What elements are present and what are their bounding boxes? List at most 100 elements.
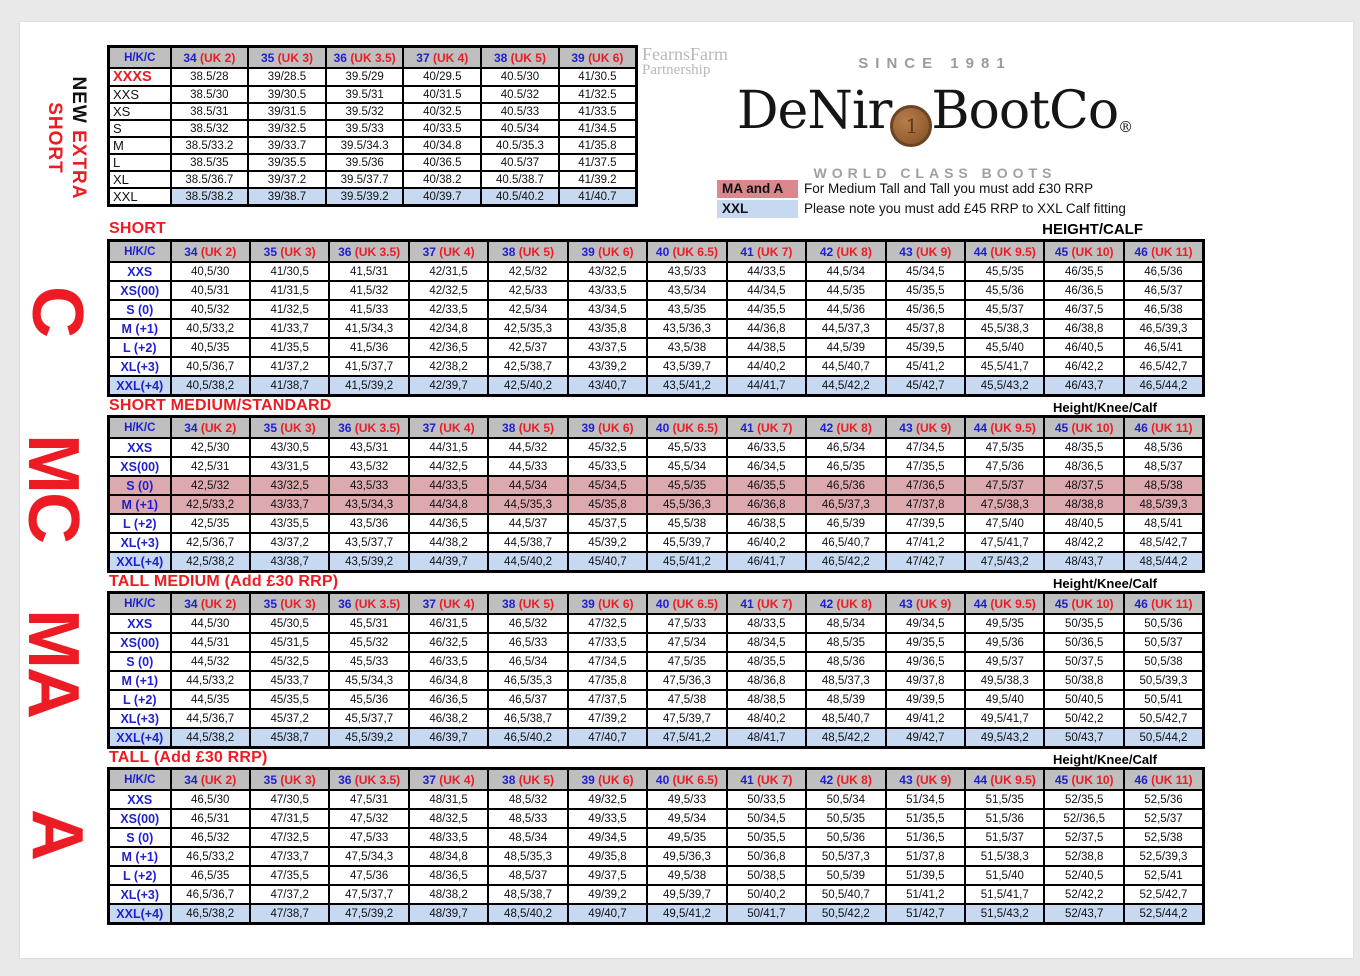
size-cell: 42/31,5 xyxy=(407,261,490,282)
ma-and-a-badge: MA and A xyxy=(717,179,798,198)
size-cell: 44,5/35 xyxy=(169,689,251,710)
size-cell: 50,5/42,2 xyxy=(805,903,887,925)
size-cell: 49,5/33 xyxy=(646,789,728,810)
size-cell: 41/37,2 xyxy=(248,356,331,377)
column-header: 39 (UK 6) xyxy=(566,415,649,439)
size-cell: 46,5/37 xyxy=(1122,280,1205,301)
size-row: L (+2) 46,5/35 47/35,5 47,5/36 48/36,5 48,5/3… xyxy=(107,865,1205,886)
column-header: 35 (UK 3) xyxy=(248,415,331,439)
size-cell: 52,5/39,3 xyxy=(1122,846,1205,867)
size-cell: 44,5/39 xyxy=(805,337,887,358)
size-cell: 51,5/41,7 xyxy=(964,884,1046,905)
size-cell: 50,5/42,7 xyxy=(1122,708,1205,729)
column-uk: (UK 5) xyxy=(518,772,555,787)
column-size: 45 xyxy=(1054,596,1072,611)
column-uk: (UK 6) xyxy=(598,596,634,611)
size-cell: 47,5/35 xyxy=(964,437,1046,458)
size-cell: 40.5/30 xyxy=(480,67,560,87)
size-cell: 41/37.5 xyxy=(557,153,638,172)
size-cell: 44/36,5 xyxy=(407,513,490,534)
size-cell: 44,5/32 xyxy=(169,651,251,672)
section-title-short: SHORT xyxy=(109,220,166,237)
size-cell: 46/38,5 xyxy=(725,513,808,534)
size-cell: 45/32,5 xyxy=(566,437,649,458)
column-size: 46 xyxy=(1134,420,1152,435)
size-cell: 39/38.7 xyxy=(247,187,327,207)
size-cell: 45/38,7 xyxy=(248,727,331,749)
column-uk: (UK 3) xyxy=(277,50,313,65)
xxl-note-text: Please note you must add £45 RRP to XXL … xyxy=(804,201,1126,216)
column-size: 39 xyxy=(581,772,599,787)
size-cell: 41/35.8 xyxy=(557,136,638,155)
column-header: 36 (UK 3.5) xyxy=(324,45,405,69)
size-cell: 43,5/34,3 xyxy=(328,494,410,515)
table-header: H/K/C 34 (UK 2) 35 (UK 3) 36 (UK 3.5) 37 (UK… xyxy=(107,591,1205,615)
column-uk: (UK 2) xyxy=(200,420,237,435)
column-uk: (UK 10) xyxy=(1071,596,1114,611)
side-label-ma: MA xyxy=(13,609,93,717)
size-cell: 43/32,5 xyxy=(248,475,331,496)
corner-header: H/K/C xyxy=(107,767,172,791)
size-cell: 47,5/36 xyxy=(964,456,1046,477)
column-size: 35 xyxy=(263,244,281,259)
size-row: L (+2) 44,5/35 45/35,5 45,5/36 46/36,5 46,5/3… xyxy=(107,689,1205,710)
size-cell: 41/34.5 xyxy=(557,119,638,138)
column-uk: (UK 3.5) xyxy=(354,596,401,611)
logo-text-left: DeNir xyxy=(736,81,892,141)
size-cell: 46,5/33,2 xyxy=(169,846,251,867)
column-size: 39 xyxy=(571,50,589,65)
size-row: XS(00) 40,5/31 41/31,5 41,5/32 42/32,5 42,5/3… xyxy=(107,280,1205,301)
size-cell: 48,5/42,7 xyxy=(1122,532,1205,553)
size-cell: 45,5/36 xyxy=(328,689,410,710)
size-cell: 46/35,5 xyxy=(725,475,808,496)
size-cell: 40/36.5 xyxy=(402,153,483,172)
size-cell: 44,5/30 xyxy=(169,613,251,634)
column-header: 38 (UK 5) xyxy=(487,767,569,791)
size-cell: 49,5/35 xyxy=(964,613,1046,634)
size-cell: 49/40,7 xyxy=(566,903,649,925)
size-cell: 39.5/29 xyxy=(324,67,405,87)
column-header: 36 (UK 3.5) xyxy=(328,767,410,791)
column-header: 34 (UK 2) xyxy=(169,591,251,615)
fearns-farm-line1: FearnsFarm xyxy=(642,44,728,64)
size-cell: 38.5/35 xyxy=(169,153,250,172)
size-cell: 49,5/35 xyxy=(646,827,728,848)
size-row: M (+1) 42,5/33,2 43/33,7 43,5/34,3 44/34,8 44… xyxy=(107,494,1205,515)
size-cell: 46,5/42,2 xyxy=(805,551,887,573)
size-cell: 47/38,7 xyxy=(248,903,331,925)
size-cell: 46,5/37 xyxy=(487,689,569,710)
column-uk: (UK 6) xyxy=(598,420,634,435)
row-label: S (0) xyxy=(107,475,172,496)
size-cell: 40/38.2 xyxy=(402,170,483,189)
size-cell: 39/32.5 xyxy=(247,119,327,138)
size-cell: 49/37,8 xyxy=(884,670,967,691)
note-ma-and-a: MA and A For Medium Tall and Tall you mu… xyxy=(717,179,1126,198)
row-label: XS xyxy=(107,102,172,121)
row-label: M xyxy=(107,136,172,155)
size-cell: 43/39,2 xyxy=(566,356,649,377)
row-label: XS(00) xyxy=(107,808,172,829)
size-cell: 41,5/34,3 xyxy=(328,318,410,339)
column-header: 41 (UK 7) xyxy=(725,591,808,615)
size-cell: 45,5/39,7 xyxy=(646,532,728,553)
column-size: 39 xyxy=(581,420,599,435)
size-cell: 45/35,5 xyxy=(248,689,331,710)
size-cell: 44,5/40,2 xyxy=(487,551,569,573)
column-size: 37 xyxy=(422,772,440,787)
height-knee-calf-label: Height/Knee/Calf xyxy=(1052,752,1157,767)
column-header: 36 (UK 3.5) xyxy=(328,591,410,615)
size-cell: 50,5/39 xyxy=(805,865,887,886)
size-cell: 48,5/36 xyxy=(805,651,887,672)
column-header: 40 (UK 6.5) xyxy=(646,415,728,439)
size-cell: 38.5/32 xyxy=(169,119,250,138)
section-title-tall-medium: TALL MEDIUM (Add £30 RRP) xyxy=(109,573,339,590)
size-cell: 44,5/37 xyxy=(487,513,569,534)
row-label: XL(+3) xyxy=(107,356,172,377)
row-label: XXL(+4) xyxy=(107,375,172,397)
size-cell: 48,5/36 xyxy=(1122,437,1205,458)
size-cell: 40,5/30 xyxy=(169,261,251,282)
size-cell: 48,5/35,3 xyxy=(487,846,569,867)
column-size: 36 xyxy=(338,596,355,611)
column-uk: (UK 11) xyxy=(1151,244,1193,259)
size-cell: 44/38,5 xyxy=(725,337,808,358)
